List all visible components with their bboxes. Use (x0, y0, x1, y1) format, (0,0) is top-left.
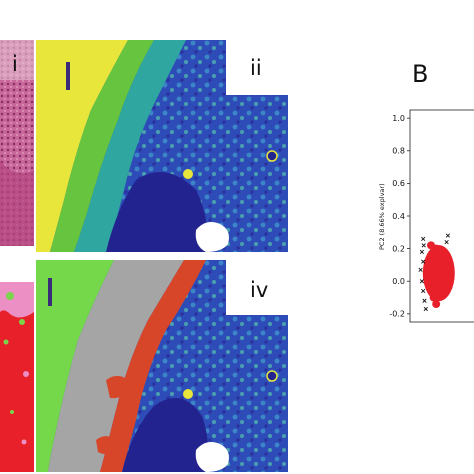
scatter-point-x (422, 298, 427, 303)
panel-label-ii: ii (250, 56, 262, 80)
scatter-point-circle (437, 260, 446, 269)
scatter-point-x (419, 249, 425, 254)
scatter-point-x (445, 233, 451, 238)
spectral-map-image-iv (36, 260, 288, 472)
scatter-point-x (421, 236, 426, 241)
scatter-point-x (419, 279, 425, 284)
scatter-point-circle (429, 264, 438, 273)
scatter-point-circle (440, 254, 448, 263)
scale-bar-iv (48, 278, 52, 306)
scatter-point-circle (434, 273, 443, 282)
he-histology-image (0, 40, 34, 246)
panel-label-iv: iv (250, 278, 269, 302)
scatter-point-x (421, 259, 426, 264)
y-tick-label: 0.6 (392, 179, 405, 188)
spectral-map-panel-iv: iv (36, 260, 288, 472)
panel-label-b: B (412, 60, 429, 88)
scatter-point-x (421, 288, 426, 294)
pca-scatter-plot: 1.0 0.8 0.6 0.4 0.2 0.0 -0.2 (389, 109, 474, 323)
scatter-point-circle (427, 241, 435, 250)
y-tick-label: 0.8 (392, 147, 405, 156)
y-tick-label: 0.2 (392, 244, 405, 253)
pca-scatter-panel: PC2 (8.66% explvar) 1.0 0.8 0.6 0.4 0.2 0.0 -0… (370, 96, 474, 336)
y-tick-label: -0.2 (389, 310, 405, 319)
scatter-point-x (444, 239, 449, 245)
panel-label-i: i (12, 52, 18, 76)
spectral-map-panel-ii: ii (36, 40, 288, 252)
scatter-point-circle (434, 290, 443, 299)
y-tick-label: 1.0 (392, 114, 405, 123)
y-tick-label: 0.0 (392, 277, 405, 286)
spectral-map-image-ii (36, 40, 288, 252)
scatter-point-circle (432, 300, 441, 309)
scatter-point-circle (434, 247, 443, 256)
scatter-point-x (423, 306, 428, 312)
scatter-point-circle (427, 257, 435, 266)
scale-bar-ii (66, 62, 70, 90)
cluster-map-left-panel (0, 282, 34, 472)
scatter-point-circle (437, 280, 446, 289)
y-axis-label: PC2 (8.66% explvar) (378, 183, 386, 250)
cluster-map-left-image (0, 282, 34, 472)
he-histology-panel: i (0, 40, 34, 246)
scatter-point-circle (427, 285, 435, 294)
scatter-point-x (421, 243, 426, 248)
y-tick-label: 0.4 (392, 212, 405, 221)
scatter-point-x (418, 267, 423, 272)
scatter-point-circle (440, 269, 448, 278)
